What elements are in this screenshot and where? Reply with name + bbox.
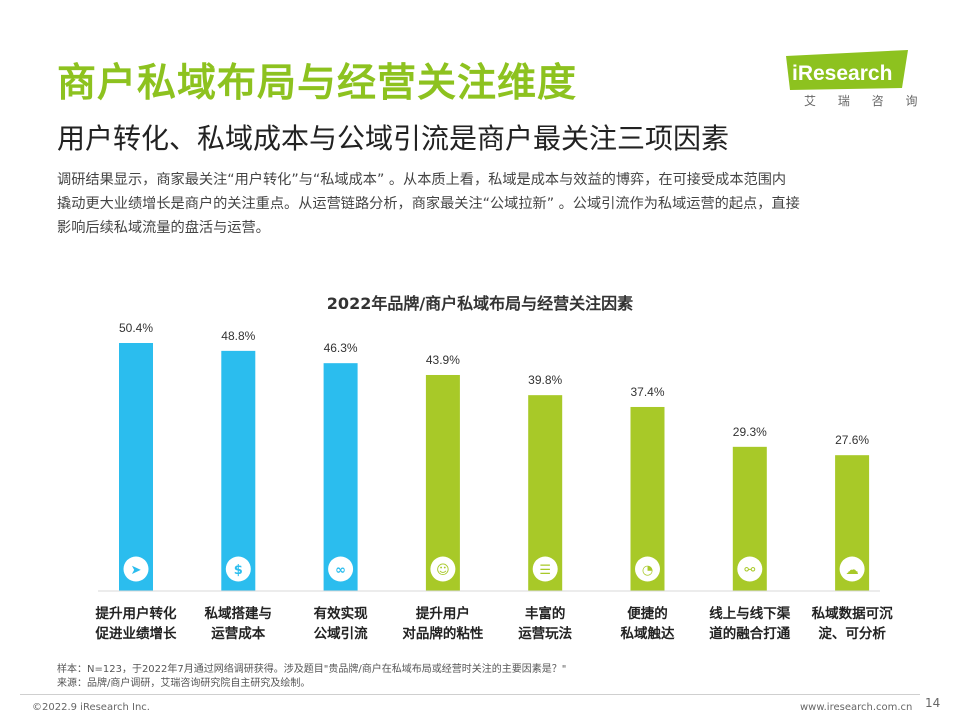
bar-value-label: 39.8% bbox=[528, 373, 562, 387]
category-label: 提升用户 bbox=[416, 605, 470, 622]
bar-icon-bg bbox=[737, 556, 763, 582]
category-label: 提升用户转化 bbox=[96, 605, 177, 622]
category-label: 私域触达 bbox=[621, 625, 675, 642]
footer-note: 样本：N=123，于2022年7月通过网络调研获得。涉及题目"贵品牌/商户在私域… bbox=[57, 663, 566, 691]
iresearch-logo: iResearch 艾 瑞 咨 询 bbox=[784, 50, 917, 110]
copyright-text: ©2022.9 iResearch Inc. bbox=[32, 702, 150, 713]
category-label: 线上与线下渠 bbox=[709, 605, 790, 622]
document-icon: ☰ bbox=[539, 563, 551, 578]
money-bag-icon: $ bbox=[234, 563, 243, 578]
category-label: 有效实现 bbox=[314, 605, 368, 622]
intro-paragraph: 调研结果显示，商家最关注“用户转化”与“私域成本” 。从本质上看，私域是成本与效… bbox=[57, 168, 917, 240]
chart-title: 2022年品牌/商户私域布局与经营关注因素 bbox=[326, 294, 634, 313]
footer-divider bbox=[20, 694, 920, 695]
bar bbox=[119, 343, 153, 591]
bar bbox=[323, 363, 358, 591]
bar-value-label: 48.8% bbox=[221, 329, 255, 343]
chain-link-icon: ⚯ bbox=[744, 563, 755, 578]
bar-icon-bg bbox=[225, 556, 251, 582]
bar bbox=[425, 374, 460, 591]
bar-value-label: 43.9% bbox=[426, 353, 460, 367]
logo-brand-text: iResearch bbox=[792, 62, 893, 85]
intro-line: 撬动更大业绩增长是商户的关注重点。从运营链路分析，商家最关注“公域拉新” 。公域… bbox=[57, 196, 800, 212]
sample-note: 样本：N=123，于2022年7月通过网络调研获得。涉及题目"贵品牌/商户在私域… bbox=[57, 664, 567, 675]
bar-value-label: 50.4% bbox=[119, 321, 153, 335]
bar-value-label: 46.3% bbox=[324, 341, 358, 355]
bar-icon-bg bbox=[635, 556, 660, 582]
category-label: 私域搭建与 bbox=[205, 605, 273, 622]
navigation-icon: ➤ bbox=[131, 563, 142, 578]
category-label: 对品牌的粘性 bbox=[402, 625, 483, 642]
bar-icon-bg bbox=[532, 556, 558, 582]
bar-value-label: 27.6% bbox=[835, 433, 869, 447]
link-nodes-icon: ∞ bbox=[335, 563, 346, 578]
category-label: 促进业绩增长 bbox=[95, 625, 177, 642]
category-label: 私域数据可沉 bbox=[812, 605, 893, 622]
bar-value-label: 29.3% bbox=[733, 425, 767, 439]
logo-badge-shape bbox=[786, 50, 908, 90]
bar-icon-bg bbox=[123, 556, 149, 582]
category-label: 运营成本 bbox=[211, 625, 265, 642]
page-subtitle: 用户转化、私域成本与公域引流是商户最关注三项因素 bbox=[57, 122, 730, 155]
users-icon: ☺ bbox=[436, 563, 450, 578]
category-label: 公域引流 bbox=[314, 625, 368, 642]
category-label: 道的融合打通 bbox=[709, 625, 790, 642]
category-label: 丰富的 bbox=[525, 605, 566, 622]
page-title: 商户私域布局与经营关注维度 bbox=[57, 61, 578, 106]
intro-line: 影响后续私域流量的盘活与运营。 bbox=[57, 220, 270, 236]
source-note: 来源：品牌/商户调研，艾瑞咨询研究院自主研究及绘制。 bbox=[57, 678, 311, 689]
bar-icon-bg bbox=[430, 556, 456, 582]
bar bbox=[221, 350, 256, 591]
category-label: 便捷的 bbox=[627, 605, 668, 622]
category-label: 淀、可分析 bbox=[818, 625, 886, 642]
bar-icon-bg bbox=[328, 556, 354, 582]
page-number: 14 bbox=[925, 696, 941, 710]
website-link[interactable]: www.iresearch.com.cn bbox=[800, 702, 913, 713]
category-label: 运营玩法 bbox=[518, 625, 572, 642]
logo-sub-text: 艾 瑞 咨 询 bbox=[804, 94, 927, 108]
satellite-icon: ◔ bbox=[642, 563, 653, 578]
bar-icon-bg bbox=[839, 556, 865, 582]
bar-value-label: 37.4% bbox=[630, 385, 664, 399]
intro-line: 调研结果显示，商家最关注“用户转化”与“私域成本” 。从本质上看，私域是成本与效… bbox=[57, 172, 787, 188]
cloud-upload-icon: ☁ bbox=[846, 563, 859, 578]
